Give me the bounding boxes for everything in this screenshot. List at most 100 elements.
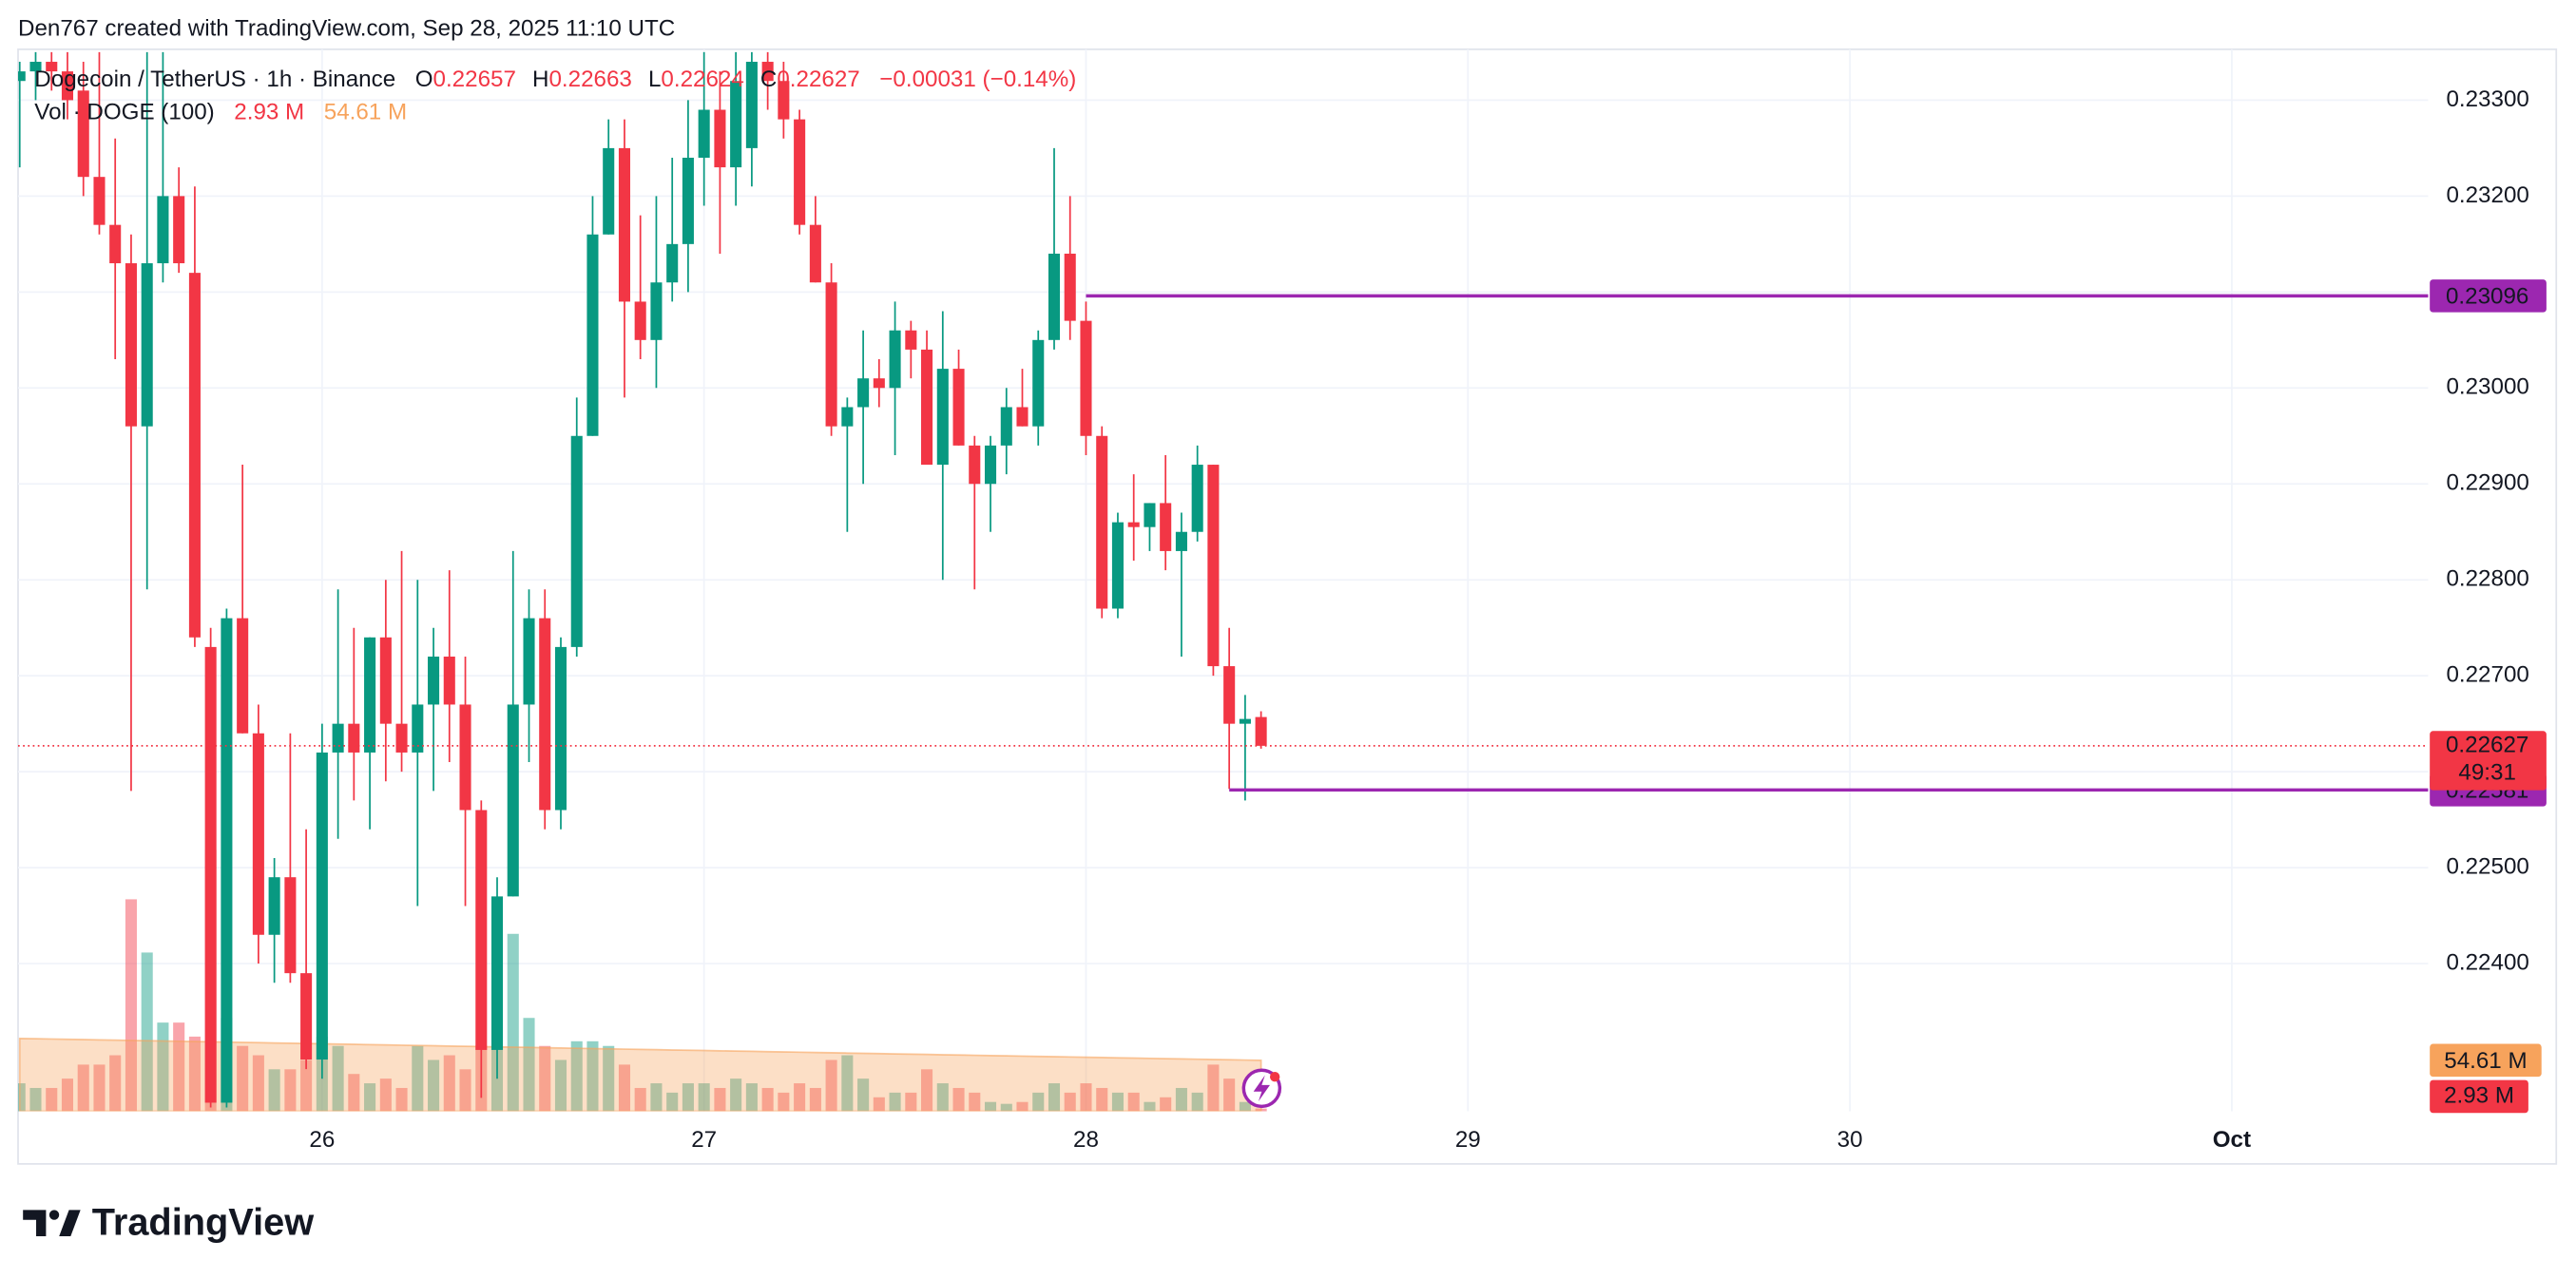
candle-body (873, 378, 885, 389)
volume-bar (778, 1092, 790, 1112)
volume-bar (730, 1079, 742, 1112)
volume-bar (650, 1083, 663, 1112)
volume-bar (157, 1022, 169, 1112)
volume-bar (93, 1064, 106, 1112)
candle-body (857, 378, 870, 408)
volume-bar (952, 1087, 965, 1112)
open-label: O (415, 67, 433, 92)
volume-bar (1096, 1087, 1108, 1112)
y-tick-label: 0.22800 (2446, 566, 2528, 592)
candle-body (1111, 522, 1124, 609)
volume-bar (1000, 1103, 1012, 1112)
candle-body (379, 637, 392, 724)
volume-bar (1239, 1101, 1251, 1112)
volume-bar (905, 1092, 917, 1112)
volume-bar (109, 1055, 122, 1112)
volume-bar (666, 1092, 679, 1112)
candle-body (570, 435, 583, 647)
countdown-label: 49:31 (2458, 760, 2516, 786)
candle-body (969, 445, 981, 485)
candle-body (109, 224, 122, 264)
change-value: −0.00031 (−0.14%) (879, 67, 1076, 92)
volume-bar (1223, 1079, 1236, 1112)
y-tick-label: 0.23000 (2446, 374, 2528, 400)
volume-bar (714, 1087, 726, 1112)
x-tick-label: 30 (1837, 1127, 1863, 1153)
candle-body (841, 407, 854, 427)
candle-body (46, 62, 58, 72)
volume-bar (794, 1083, 806, 1112)
candle-body (332, 723, 344, 753)
candle-body (794, 119, 806, 225)
volume-bar (428, 1059, 440, 1112)
candle-body (1064, 253, 1076, 321)
volume-bar (889, 1092, 901, 1112)
candle-body (952, 369, 965, 446)
candle-body (221, 618, 233, 1103)
chart-frame (17, 48, 2558, 1165)
low-label: L (648, 67, 661, 92)
volume-bar (395, 1087, 408, 1112)
y-tick-label: 0.23200 (2446, 182, 2528, 208)
candle-body (523, 618, 535, 705)
volume-bar (379, 1079, 392, 1112)
volume-bar (284, 1069, 297, 1112)
candle-body (412, 704, 424, 753)
volume-bar (507, 933, 519, 1112)
volume-bar (18, 1083, 26, 1112)
attribution: Den767 created with TradingView.com, Sep… (18, 16, 675, 42)
x-tick-label: 29 (1455, 1127, 1481, 1153)
candle-body (809, 224, 821, 283)
open-value: 0.22657 (433, 67, 516, 92)
y-tick-label: 0.23300 (2446, 86, 2528, 112)
grid-layer (18, 48, 2429, 1112)
candle-body (539, 618, 551, 811)
candle-body (714, 109, 726, 168)
candle-body (284, 877, 297, 974)
price-label: 0.23096 (2446, 283, 2528, 309)
candle-body (316, 752, 328, 1060)
high-label: H (532, 67, 548, 92)
y-tick-label: 0.22700 (2446, 662, 2528, 688)
candle-body (18, 71, 26, 82)
volume-bar (1064, 1092, 1076, 1112)
volume-bar (634, 1087, 646, 1112)
candle-body (364, 637, 376, 753)
low-value: 0.22624 (661, 67, 743, 92)
legend: Dogecoin / TetherUS · 1h · Binance O0.22… (34, 67, 1076, 125)
x-tick-label: 28 (1073, 1127, 1099, 1153)
candle-body (1016, 407, 1028, 427)
volume-last: 2.93 M (234, 100, 304, 125)
candle-body (475, 810, 488, 1050)
candle-body (730, 81, 742, 168)
candle-body (666, 243, 679, 283)
symbol-title: Dogecoin / TetherUS · 1h · Binance (34, 67, 395, 92)
volume-bar (1048, 1083, 1061, 1112)
candle-body (825, 282, 837, 427)
candle-body (1127, 522, 1140, 527)
volume-bar (1080, 1083, 1092, 1112)
volume-bar (1207, 1064, 1220, 1112)
volume-bar (173, 1022, 185, 1112)
candle-body (29, 62, 42, 72)
y-tick-label: 0.22900 (2446, 470, 2528, 496)
candle-body (1175, 531, 1187, 551)
volume-bar (618, 1064, 631, 1112)
candle-body (1255, 716, 1267, 746)
volume-bar (523, 1018, 535, 1112)
volume-bar (857, 1079, 870, 1112)
candle-body (428, 656, 440, 705)
volume-bar (237, 1045, 249, 1112)
candle-body (1000, 407, 1012, 446)
y-tick-label: 0.22400 (2446, 949, 2528, 975)
candle-body (905, 330, 917, 350)
candle-body (745, 62, 758, 148)
candle-body (682, 157, 694, 244)
volume-bar (332, 1045, 344, 1112)
volume-bar (841, 1055, 854, 1112)
candle-body (618, 147, 631, 302)
candle-body (237, 618, 249, 734)
